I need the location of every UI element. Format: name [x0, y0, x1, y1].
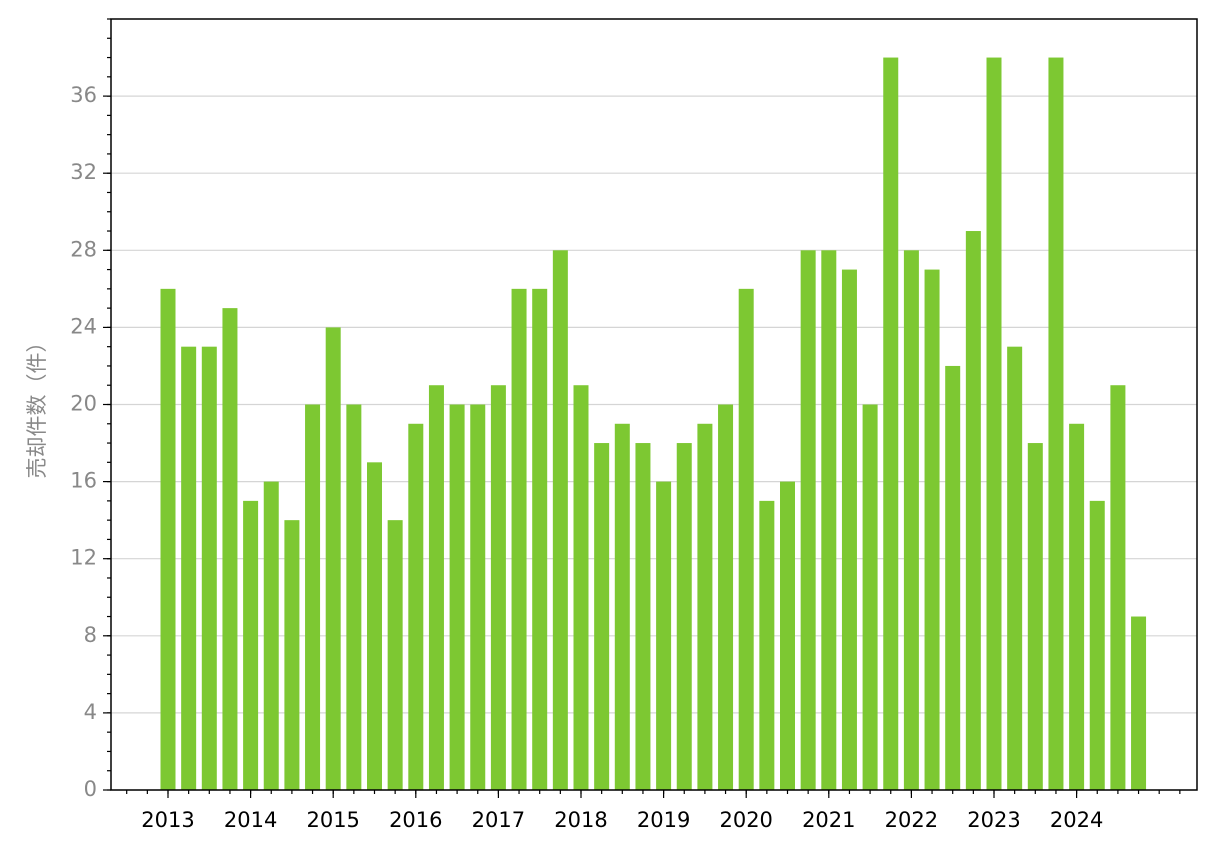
bar — [449, 404, 465, 790]
x-tick-label: 2024 — [1050, 808, 1103, 832]
y-tick-label: 0 — [84, 777, 97, 801]
bar — [367, 462, 382, 790]
bar — [1069, 423, 1085, 790]
bar — [800, 250, 816, 791]
bar — [470, 404, 486, 790]
bar — [780, 481, 795, 790]
bar — [738, 288, 754, 790]
bar — [160, 288, 176, 790]
bar — [986, 57, 1002, 791]
bar — [1007, 346, 1023, 790]
bar — [346, 404, 362, 790]
bar — [862, 404, 878, 790]
y-tick-label: 16 — [70, 469, 97, 493]
bar — [718, 404, 734, 790]
bar — [552, 250, 568, 791]
y-tick-label: 8 — [84, 623, 97, 647]
x-tick-label: 2018 — [554, 808, 607, 832]
bar — [408, 423, 424, 790]
y-tick-label: 4 — [84, 700, 97, 724]
bar — [965, 231, 981, 790]
bar — [573, 385, 589, 790]
bar — [181, 346, 197, 790]
bar — [1048, 57, 1064, 791]
bar — [284, 520, 300, 790]
x-tick-label: 2021 — [802, 808, 855, 832]
bar — [614, 423, 630, 790]
bar — [387, 520, 403, 790]
bar — [1027, 443, 1043, 790]
y-tick-label: 32 — [70, 160, 97, 184]
x-tick-label: 2014 — [224, 808, 277, 832]
y-axis-label: 売却件数（件） — [25, 332, 49, 479]
bar — [305, 404, 321, 790]
bar — [532, 288, 548, 790]
bar — [924, 269, 940, 790]
bar — [594, 443, 610, 790]
bar — [428, 385, 444, 790]
bar — [1131, 616, 1147, 790]
bar — [759, 500, 775, 790]
bar — [656, 481, 672, 790]
bar — [635, 443, 651, 790]
y-tick-label: 12 — [70, 546, 97, 570]
bar — [821, 250, 837, 791]
bar — [263, 481, 279, 790]
x-tick-label: 2019 — [637, 808, 690, 832]
x-tick-label: 2015 — [306, 808, 359, 832]
x-tick-label: 2023 — [967, 808, 1020, 832]
y-tick-label: 20 — [70, 392, 97, 416]
bar — [511, 288, 527, 790]
bar — [1089, 500, 1105, 790]
bar — [676, 443, 692, 790]
bar — [243, 500, 259, 790]
bar — [945, 365, 961, 790]
bar — [222, 308, 238, 790]
y-tick-label: 36 — [70, 83, 97, 107]
plot-frame — [110, 18, 1198, 791]
y-tick-label: 24 — [70, 314, 97, 338]
bar — [697, 423, 713, 790]
x-tick-label: 2017 — [472, 808, 525, 832]
bar — [841, 269, 857, 790]
bar — [903, 250, 919, 791]
x-tick-label: 2016 — [389, 808, 442, 832]
x-tick-label: 2020 — [719, 808, 772, 832]
x-tick-label: 2022 — [885, 808, 938, 832]
bar — [490, 385, 506, 790]
x-tick-label: 2013 — [141, 808, 194, 832]
bar — [201, 346, 217, 790]
y-tick-label: 28 — [70, 237, 97, 261]
bar — [883, 57, 899, 791]
bar — [325, 327, 341, 790]
bar — [1110, 385, 1126, 790]
